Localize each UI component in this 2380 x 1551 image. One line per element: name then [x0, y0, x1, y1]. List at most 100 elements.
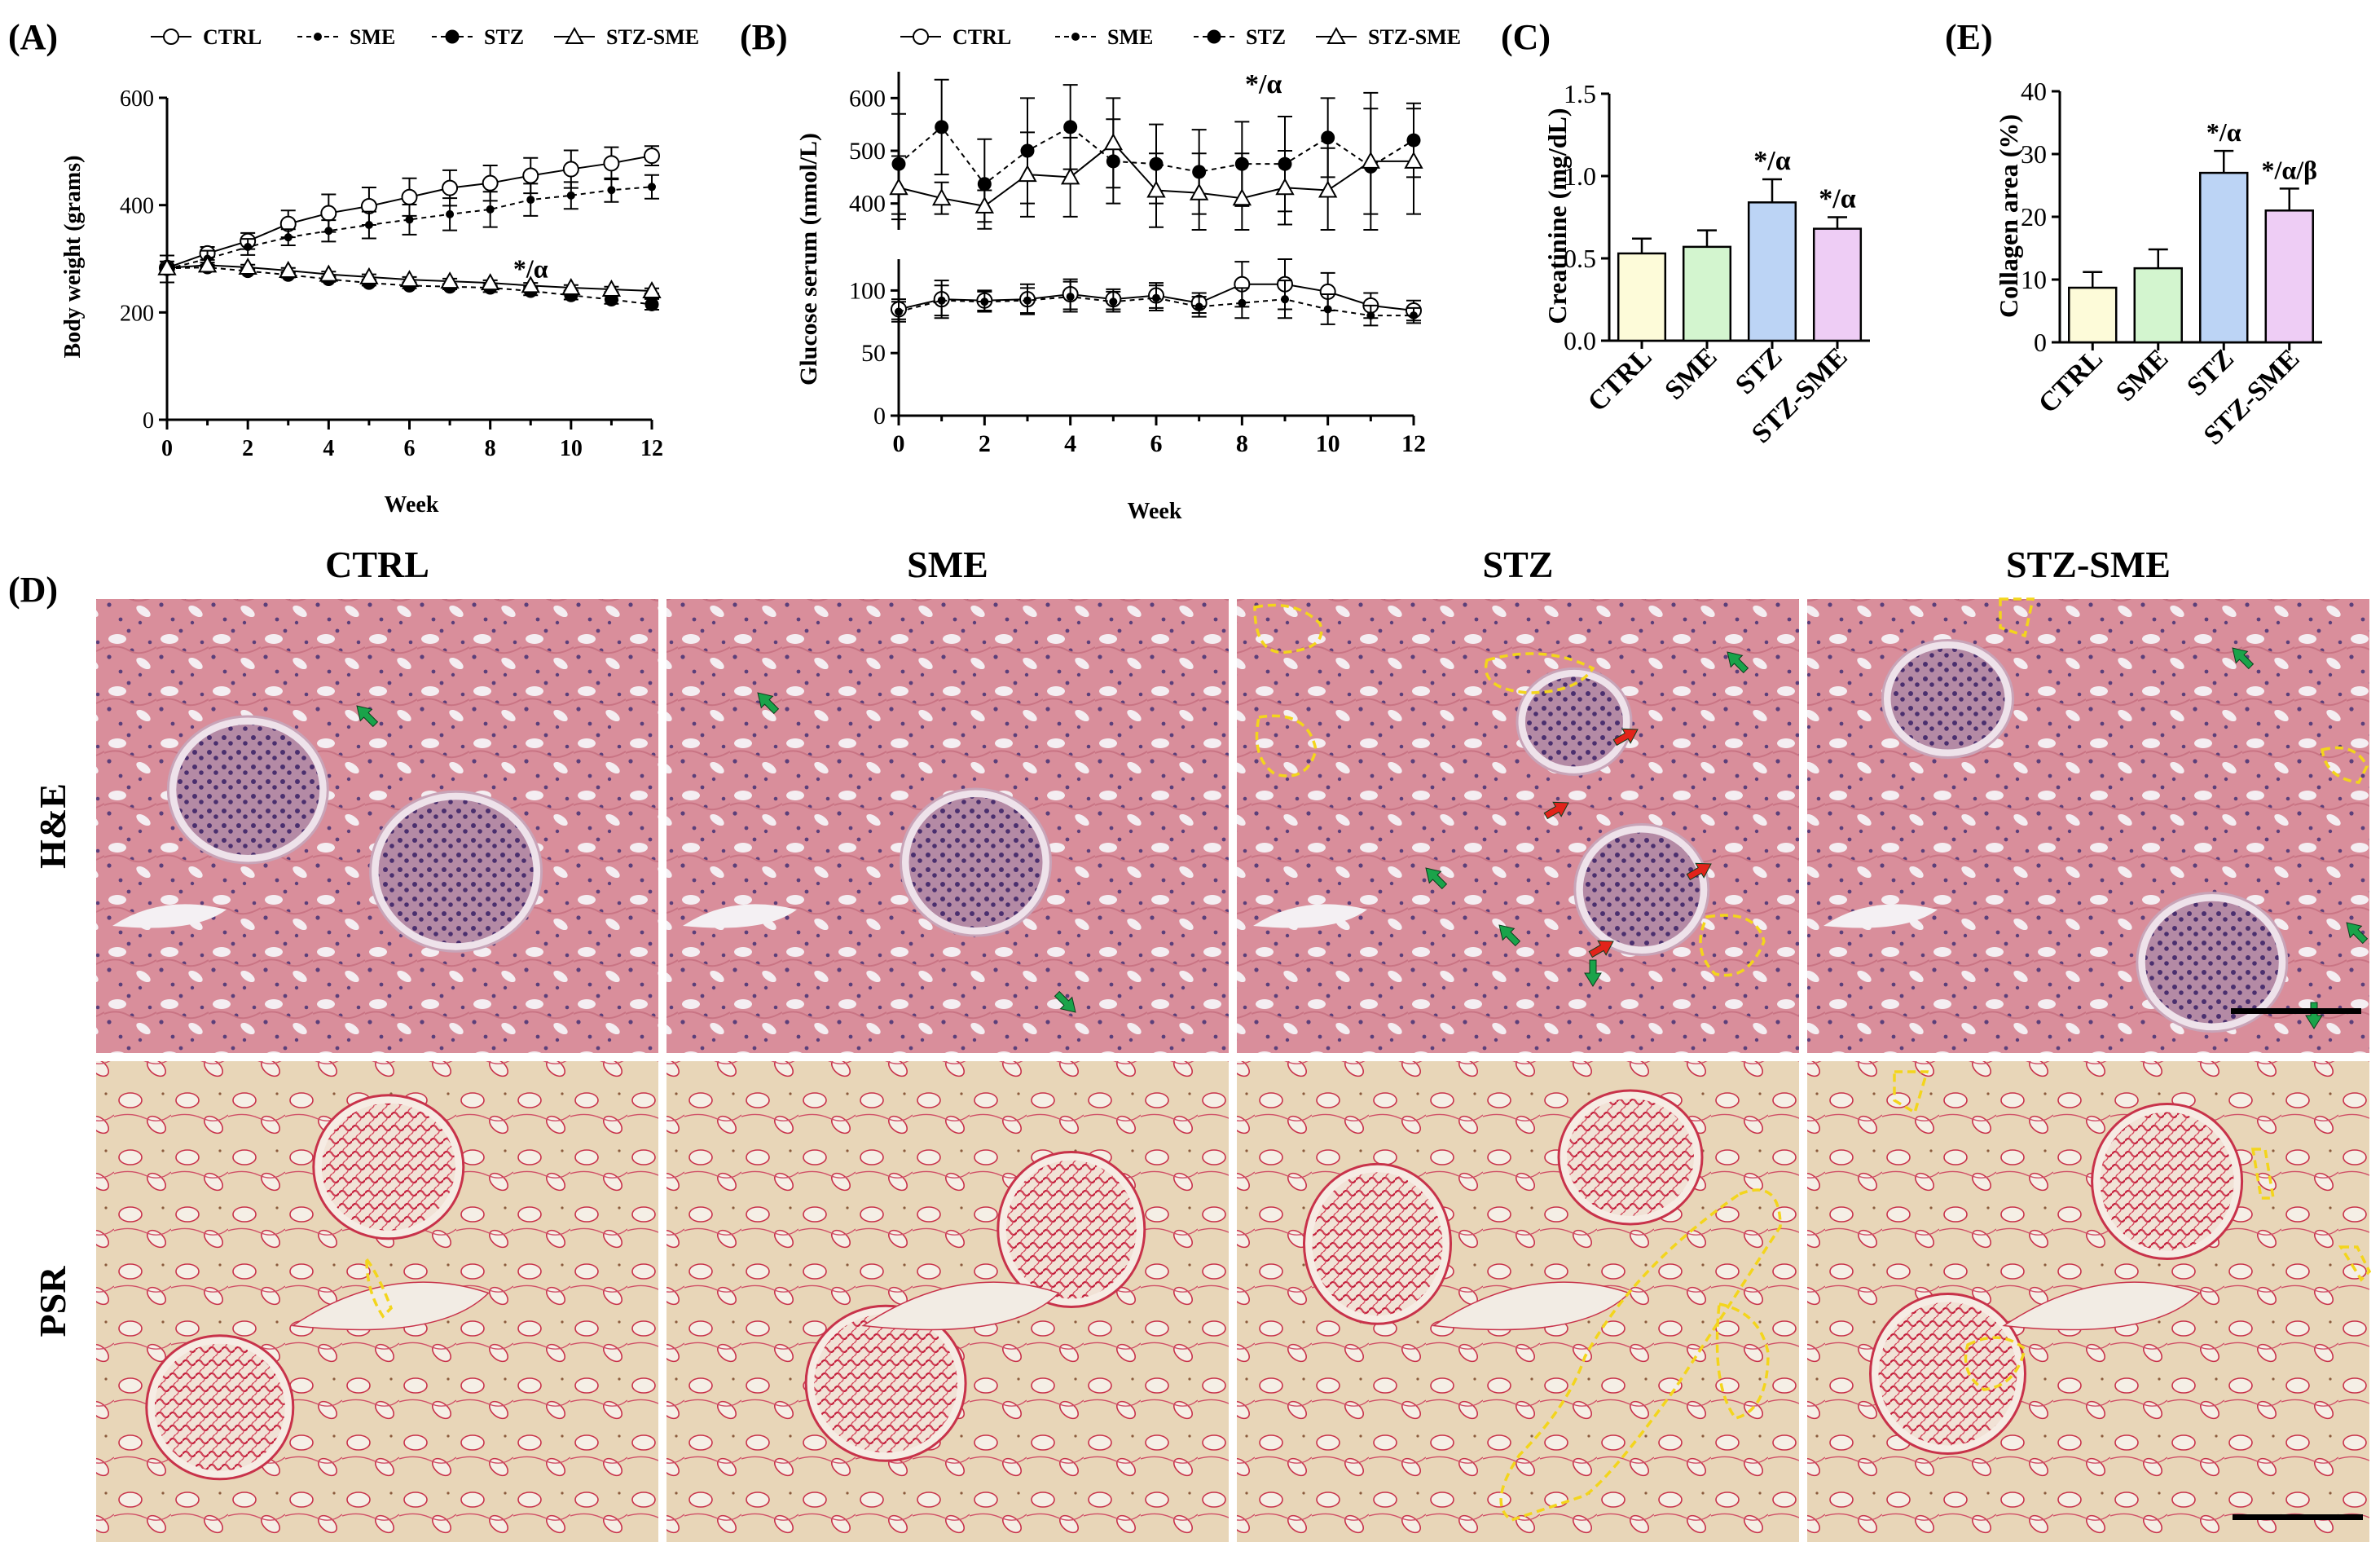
panel-label-e: (E) — [1945, 17, 1993, 57]
chart-category-label: STZ — [1730, 341, 1788, 400]
errorbar-sme — [2148, 248, 2168, 269]
chart-b-ylabel: Glucose serum (nmol/L) — [795, 133, 822, 386]
chart-b-xlabel: Week — [1128, 499, 1182, 524]
lumen-gap — [861, 1281, 1060, 1331]
micrograph-psr-stz — [1237, 1061, 1799, 1542]
chart-a-point — [401, 188, 418, 205]
chart-b-point — [1152, 293, 1160, 302]
annotation-arrow — [1498, 924, 1521, 947]
lumen-gap — [112, 904, 227, 928]
chart-a-point — [359, 267, 379, 284]
chart-b-point — [1018, 165, 1037, 183]
panel-label-d: (D) — [8, 570, 58, 610]
annotation-arrow — [356, 705, 379, 728]
annotation-arrow — [757, 692, 780, 715]
chart-b-point — [1063, 120, 1078, 134]
chart-b-xtick-label: 2 — [979, 430, 991, 457]
legend-marker-ctrl — [913, 29, 929, 45]
chart-b-xtick-label: 8 — [1236, 430, 1248, 457]
chart-b-xtick-label: 12 — [1401, 430, 1426, 457]
chart-b-point — [1323, 305, 1332, 314]
legend-marker-stz — [445, 29, 460, 44]
chart-b-point — [1023, 296, 1032, 305]
chart-b-point — [1281, 295, 1289, 304]
chart-b-series-stz-sme — [889, 97, 1423, 231]
bar-annotation: */α — [1753, 146, 1790, 176]
legend-label-sme: SME — [1107, 25, 1153, 49]
chart-b-xtick-label: 0 — [893, 430, 905, 457]
lumen-gap — [683, 904, 797, 928]
annotation-arrow — [1584, 959, 1602, 987]
chart-a-point — [284, 233, 293, 242]
chart-category-label: SME — [1659, 341, 1722, 405]
errorbar-sme — [1697, 229, 1717, 247]
legend-label-ctrl: CTRL — [952, 25, 1011, 49]
panel-label-c: (C) — [1501, 17, 1551, 57]
micrograph-psr-stz-sme — [1807, 1061, 2369, 1542]
legend-marker-stz-sme — [1326, 26, 1346, 44]
chart-b-point — [931, 188, 952, 206]
chart-a-point — [562, 161, 579, 178]
bar-annotation: */α/β — [2262, 155, 2318, 184]
annotation-arrow — [1727, 651, 1749, 674]
chart-a-point — [197, 255, 218, 273]
chart-b-point — [977, 177, 992, 192]
lesion-outline — [1715, 1302, 1770, 1420]
annotation-arrow — [1054, 990, 1076, 1013]
chart-b-ytick-label: 400 — [849, 191, 886, 218]
chart-a-xtick-label: 0 — [161, 436, 173, 461]
tissue-background — [1237, 599, 1799, 1053]
annotation-arrow — [1612, 728, 1639, 747]
chart-b-xtick-label: 6 — [1150, 430, 1163, 457]
chart-b-xtick-label: 10 — [1316, 430, 1340, 457]
bar-annotation: */α — [1819, 184, 1855, 214]
lesion-outline — [1499, 1188, 1782, 1522]
chart-b-ytick-label: 500 — [849, 138, 886, 165]
chart-b-point — [1404, 151, 1423, 169]
annotation-arrow — [2346, 922, 2369, 945]
glomerulus — [321, 1103, 455, 1231]
glomerulus — [1582, 832, 1700, 947]
chart-b-ytick-label: 600 — [849, 85, 886, 112]
chart-b-point — [1103, 133, 1124, 151]
chart-a-point — [480, 273, 500, 291]
legend-label-stz-sme: STZ-SME — [1368, 25, 1461, 49]
chart-a-point — [399, 270, 420, 288]
micrograph-hande-stz — [1237, 599, 1799, 1053]
glomerulus — [176, 724, 320, 855]
lumen-gap — [1823, 904, 1938, 928]
annotation-arrow — [1588, 940, 1614, 958]
lesion-outline — [365, 1254, 394, 1319]
histology-col-title-sme: SME — [907, 544, 988, 585]
chart-a-point — [364, 221, 373, 230]
lesion-outline — [1484, 652, 1595, 694]
legend-marker-sme — [1071, 33, 1080, 41]
bar-stz — [1747, 201, 1797, 342]
chart-b-point — [1275, 178, 1295, 196]
chart-b-point — [1066, 293, 1075, 302]
glomerulus — [908, 797, 1043, 928]
chart-b-glucose: Glucose serum (nmol/L) Week 400500600050… — [795, 25, 1461, 524]
chart-b-point — [935, 120, 949, 134]
legend-label-ctrl: CTRL — [203, 25, 262, 49]
chart-a-point — [522, 167, 539, 184]
chart-a-point — [446, 209, 455, 218]
histology-row-title-hande: H&E — [32, 783, 73, 869]
chart-a-point — [526, 196, 535, 205]
scale-bar-he — [2231, 1008, 2361, 1014]
errorbar-stz-sme — [2279, 187, 2299, 211]
chart-a-xtick-label: 4 — [323, 436, 334, 461]
chart-a-point — [648, 183, 656, 192]
glomerulus — [1525, 676, 1623, 767]
lesion-outline — [1253, 603, 1323, 654]
chart-a-xtick-label: 6 — [404, 436, 416, 461]
chart-b-point — [1189, 183, 1209, 200]
bar-stz — [2199, 171, 2249, 344]
chart-b-point — [889, 178, 908, 196]
chart-a-point — [642, 280, 662, 298]
chart-ytick-label: 40 — [2021, 77, 2047, 106]
chart-a-ytick-label: 600 — [120, 86, 154, 112]
lesion-outline — [1255, 714, 1318, 778]
